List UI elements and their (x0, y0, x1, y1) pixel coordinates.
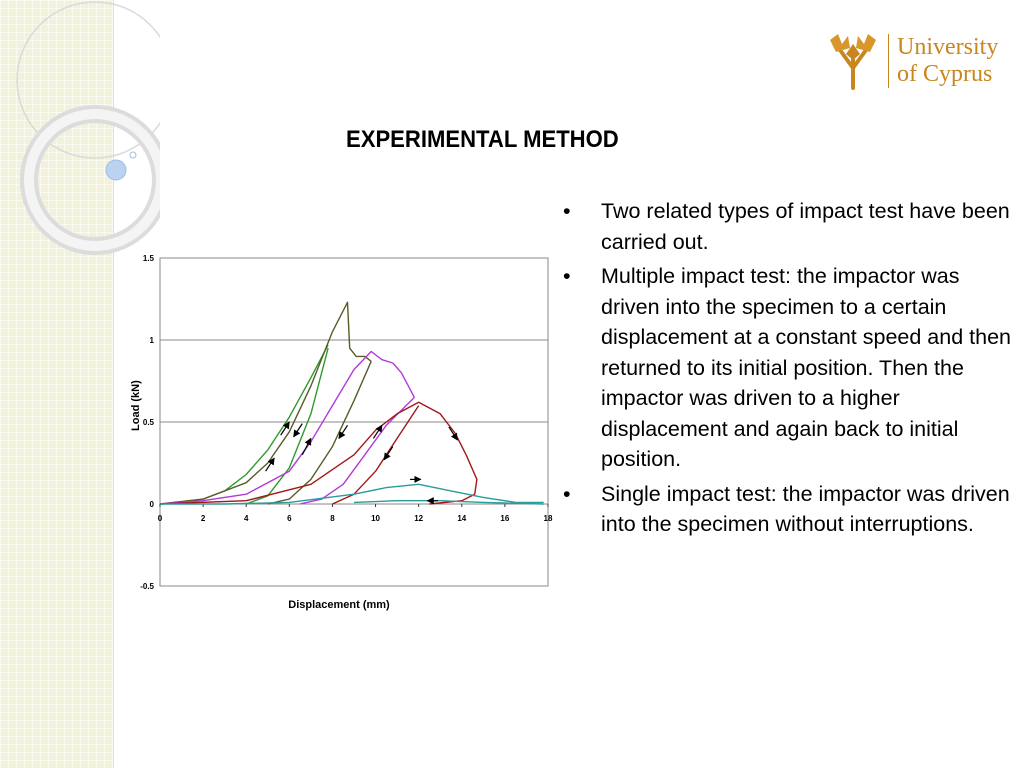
direction-arrow (265, 457, 275, 472)
data-series (299, 396, 415, 505)
data-series (332, 405, 420, 505)
slide-title: EXPERIMENTAL METHOD (346, 126, 619, 153)
bullet-marker: • (563, 264, 571, 288)
bullet-text: Multiple impact test: the impactor was d… (601, 264, 1011, 471)
decorative-rings (16, 1, 160, 255)
x-tick-label: 0 (158, 514, 163, 523)
y-tick-label: 0 (150, 500, 155, 509)
logo-wordmark: University of Cyprus (897, 34, 998, 88)
blue-dot-small (129, 151, 137, 159)
data-series (353, 499, 544, 505)
y-tick-label: 0.5 (143, 418, 155, 427)
y-tick-label: 1.5 (143, 254, 155, 263)
x-tick-label: 12 (414, 514, 423, 523)
x-tick-label: 16 (500, 514, 509, 523)
ring-inner (24, 109, 160, 251)
bullet-text: Single impact test: the impactor was dri… (601, 481, 1010, 537)
direction-arrow (338, 424, 349, 440)
bullet-text: Two related types of impact test have be… (601, 199, 1010, 254)
bullet-item: • Single impact test: the impactor was d… (560, 479, 1020, 540)
bullet-item: • Multiple impact test: the impactor was… (560, 261, 1020, 475)
x-tick-label: 10 (371, 514, 380, 523)
direction-arrow (280, 421, 290, 436)
bullet-marker: • (563, 199, 571, 223)
load-displacement-chart: -0.5 0 0.5 1 1.5 0 2 4 6 8 10 12 14 16 18 Displacement … (130, 254, 553, 611)
x-tick-label: 2 (201, 514, 206, 523)
direction-arrow (293, 423, 303, 438)
x-tick-label: 14 (457, 514, 466, 523)
x-tick-label: 18 (544, 514, 553, 523)
cypress-tree-icon (830, 34, 876, 90)
ring-outer (16, 1, 160, 159)
blue-dot-large (105, 159, 127, 181)
x-axis-label: Displacement (mm) (288, 599, 390, 611)
x-tick-label: 6 (287, 514, 292, 523)
logo-divider (888, 34, 889, 88)
bullet-marker: • (563, 481, 571, 506)
bullet-item: • Two related types of impact test have … (560, 196, 1020, 257)
direction-arrow (448, 426, 458, 441)
y-tick-label: 1 (150, 336, 155, 345)
data-series (245, 348, 329, 505)
x-tick-label: 4 (244, 514, 249, 523)
y-axis-label: Load (kN) (130, 380, 142, 431)
data-series (159, 301, 372, 505)
logo-line-2: of Cyprus (897, 61, 993, 87)
logo-line-1: University (897, 34, 999, 60)
data-series (160, 483, 544, 505)
direction-arrow (301, 437, 312, 456)
university-logo: University of Cyprus (822, 30, 1012, 92)
y-tick-label: -0.5 (140, 582, 154, 591)
data-series (159, 350, 416, 505)
data-series (159, 401, 478, 505)
direction-arrow (372, 424, 383, 439)
direction-arrow (383, 446, 394, 461)
x-tick-label: 8 (330, 514, 335, 523)
data-series (159, 344, 329, 505)
bullet-list: • Two related types of impact test have … (560, 196, 1020, 544)
data-series (267, 361, 372, 505)
